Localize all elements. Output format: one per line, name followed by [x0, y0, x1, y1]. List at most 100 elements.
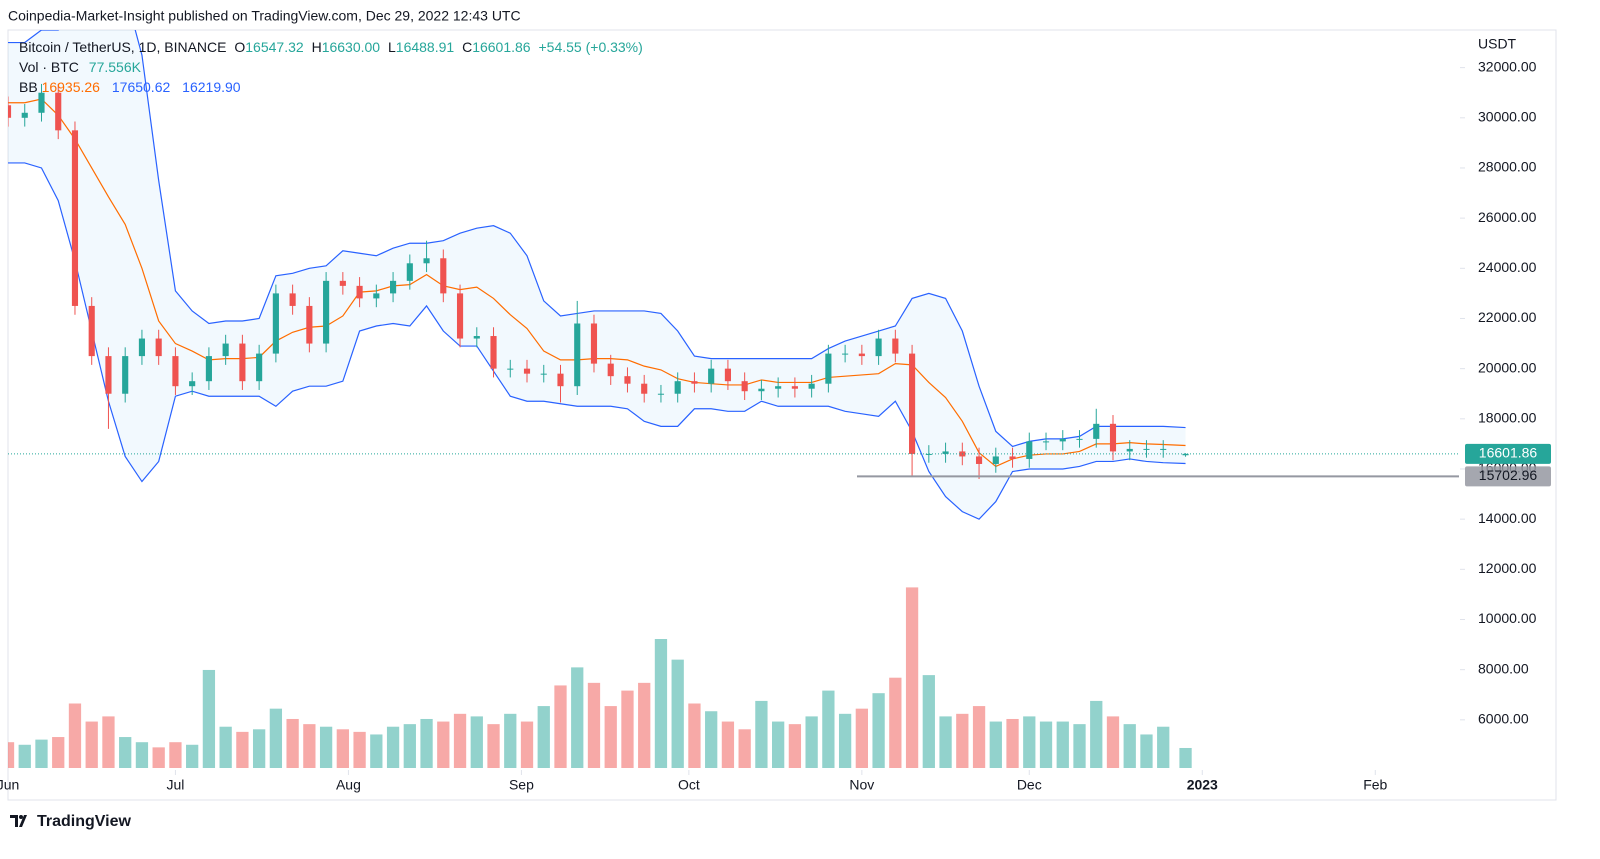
candle-body	[775, 386, 782, 389]
volume-bar	[654, 639, 668, 768]
x-tick-label: 2023	[1187, 777, 1218, 793]
ohlc-value: 16488.91	[396, 39, 455, 55]
y-tick-label: 32000.00	[1478, 58, 1537, 74]
candle-body	[406, 263, 413, 281]
publisher: Coinpedia-Market-Insight published on Tr…	[8, 8, 521, 24]
volume-bar	[303, 724, 316, 768]
x-tick-label: Dec	[1017, 777, 1042, 793]
candle-body	[574, 323, 581, 387]
volume-bar	[805, 716, 818, 768]
candle-body	[71, 130, 79, 306]
support-box	[1465, 466, 1551, 487]
candle-body	[155, 338, 162, 357]
candle-body	[289, 293, 296, 306]
volume-bar	[788, 724, 802, 768]
volume-bar	[721, 721, 735, 768]
candle-body	[523, 368, 531, 374]
candle-body	[758, 388, 765, 392]
volume-bar	[1090, 700, 1103, 768]
candle-body	[808, 383, 815, 389]
volume-bar	[922, 675, 935, 768]
candle-body	[590, 323, 598, 364]
volume-name: Vol · BTC	[19, 59, 79, 75]
volume-bar	[336, 729, 349, 768]
bb-middle: 16935.26	[42, 79, 101, 95]
volume-bar	[85, 721, 98, 768]
x-tick-label: Nov	[849, 777, 874, 793]
volume-bar	[905, 587, 919, 768]
candle-body	[825, 353, 832, 384]
volume-bar	[1179, 747, 1192, 768]
candle-body	[1160, 448, 1167, 450]
y-unit: USDT	[1478, 36, 1517, 52]
ohlc-letter: C	[462, 39, 472, 55]
volume-bar	[688, 703, 701, 768]
volume-bar	[554, 685, 567, 768]
candle-body	[239, 343, 246, 382]
volume-bar	[68, 703, 82, 768]
candle-body	[909, 353, 916, 454]
volume-bar	[956, 713, 969, 768]
support-label: 15702.96	[1479, 467, 1538, 483]
candle-body	[557, 373, 564, 387]
candle-body	[975, 456, 983, 464]
x-tick-label: Oct	[678, 777, 700, 793]
volume-bar	[504, 713, 517, 768]
volume-bar	[671, 659, 684, 768]
x-tick-label: Aug	[336, 777, 361, 793]
bb-name: BB	[19, 79, 38, 95]
volume-bar	[705, 711, 718, 768]
volume-bar	[35, 739, 48, 768]
candle-body	[373, 293, 380, 299]
volume-bar	[1073, 724, 1086, 768]
band-fill	[8, 30, 1186, 520]
volume-bar	[587, 682, 601, 768]
y-tick-label: 10000.00	[1478, 610, 1537, 626]
candle-body	[791, 386, 798, 389]
last-price-box	[1465, 443, 1551, 464]
legend-volume: Vol · BTC 77.556K	[19, 59, 142, 75]
legend-symbol: Bitcoin / TetherUS, 1D, BINANCE O16547.3…	[19, 39, 643, 55]
chart-frame	[7, 29, 1557, 801]
candle-body	[507, 368, 514, 370]
volume-bar	[638, 682, 651, 768]
y-tick-label: 6000.00	[1478, 711, 1529, 727]
candle-body	[1009, 456, 1016, 459]
candle-body	[842, 353, 849, 355]
candle-body	[473, 336, 480, 339]
volume-bar	[772, 721, 785, 768]
volume-bar	[135, 742, 149, 768]
candle-body	[708, 368, 715, 384]
volume-bar	[1123, 724, 1136, 768]
candle-body	[1182, 453, 1189, 456]
bb-middle	[8, 98, 1186, 468]
volume-bar	[8, 742, 15, 768]
volume-bar	[889, 677, 902, 768]
candle-body	[691, 381, 698, 384]
volume-bar	[838, 713, 852, 768]
volume-bar	[202, 669, 216, 768]
volume-bar	[520, 721, 534, 768]
candle-body	[122, 356, 129, 394]
volume-bar	[403, 724, 416, 768]
candle-body	[875, 338, 882, 357]
volume-bar	[252, 729, 266, 768]
volume-bar	[437, 721, 450, 768]
last-price-label: 16601.86	[1479, 445, 1538, 461]
volume-bar	[822, 690, 835, 768]
volume-bar	[1056, 721, 1069, 768]
brand: TradingView	[37, 813, 132, 830]
x-tick-label: Feb	[1363, 777, 1387, 793]
candle-body	[356, 285, 363, 299]
volume-bar	[420, 718, 433, 768]
volume-bar	[939, 716, 952, 768]
y-tick-label: 28000.00	[1478, 159, 1537, 175]
volume-bar	[972, 706, 986, 768]
volume-bar	[386, 726, 400, 768]
candle-body	[490, 336, 497, 369]
volume-bar	[319, 726, 333, 768]
volume-bar	[571, 667, 584, 768]
candle-body	[138, 338, 146, 357]
volume-bar	[18, 744, 31, 768]
